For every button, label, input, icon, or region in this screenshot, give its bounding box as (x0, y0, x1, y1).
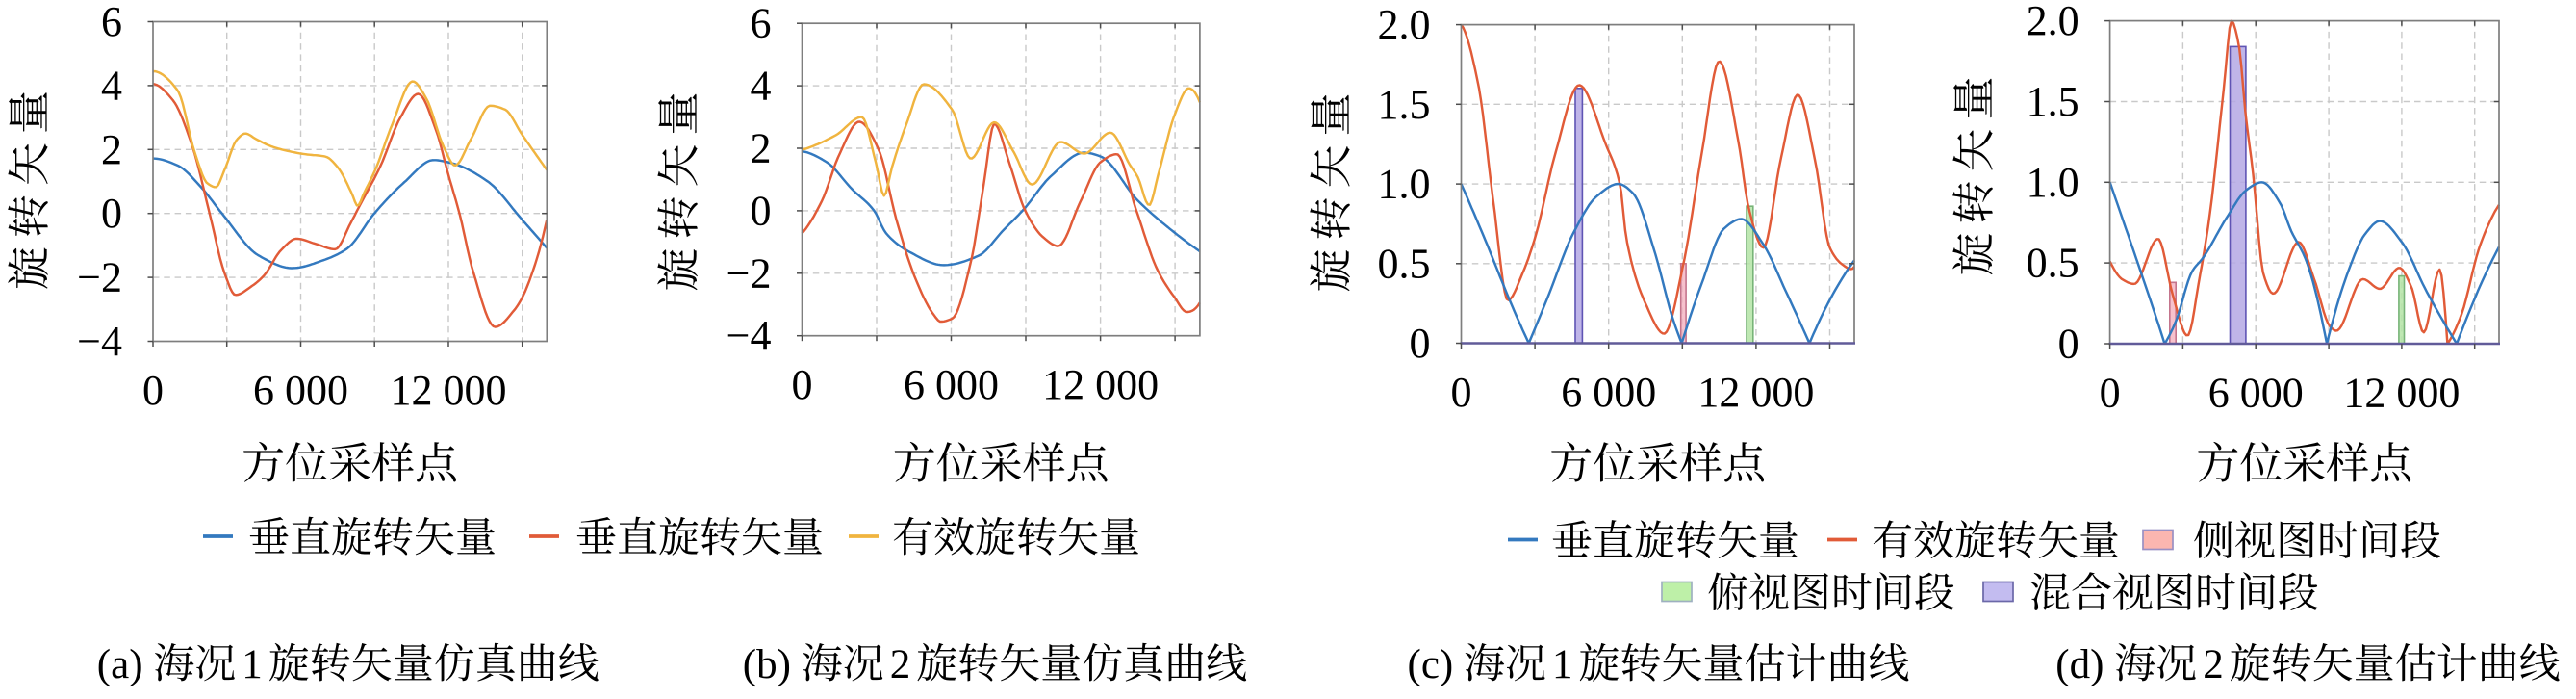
svg-text:2: 2 (890, 642, 911, 687)
svg-text:6 000: 6 000 (2208, 370, 2304, 417)
svg-text:1.5: 1.5 (1378, 81, 1431, 128)
svg-text:2.0: 2.0 (1378, 1, 1431, 48)
svg-text:12 000: 12 000 (391, 367, 507, 414)
svg-text:6 000: 6 000 (253, 367, 348, 414)
svg-text:4: 4 (751, 63, 772, 110)
svg-text:0: 0 (101, 190, 122, 237)
svg-text:(b): (b) (743, 642, 802, 687)
svg-text:1.5: 1.5 (2027, 78, 2079, 125)
svg-text:0: 0 (1451, 369, 1472, 416)
svg-text:2.0: 2.0 (2027, 0, 2079, 44)
svg-text:6: 6 (101, 0, 122, 45)
svg-text:1.0: 1.0 (2027, 159, 2079, 206)
svg-text:−2: −2 (77, 254, 122, 301)
svg-text:−4: −4 (727, 312, 772, 359)
svg-text:0: 0 (142, 367, 164, 414)
svg-text:4: 4 (101, 62, 122, 109)
svg-text:(d): (d) (2055, 642, 2114, 687)
svg-text:0: 0 (1410, 320, 1431, 367)
svg-text:6: 6 (751, 0, 772, 47)
svg-text:0: 0 (2100, 370, 2121, 417)
svg-text:12 000: 12 000 (2343, 370, 2460, 417)
svg-text:0: 0 (751, 187, 772, 234)
svg-text:−2: −2 (727, 249, 772, 297)
svg-text:(a): (a) (97, 642, 153, 687)
svg-text:−4: −4 (77, 318, 122, 365)
svg-text:2: 2 (101, 126, 122, 173)
svg-text:1: 1 (242, 642, 262, 687)
svg-text:12 000: 12 000 (1042, 361, 1159, 408)
svg-text:(c): (c) (1408, 642, 1464, 687)
svg-text:2: 2 (751, 125, 772, 172)
svg-text:1: 1 (1552, 642, 1573, 687)
svg-text:1.0: 1.0 (1378, 161, 1431, 208)
svg-text:6 000: 6 000 (904, 361, 999, 408)
svg-text:0.5: 0.5 (2027, 240, 2079, 287)
svg-text:0: 0 (2058, 321, 2079, 368)
svg-text:0.5: 0.5 (1378, 240, 1431, 287)
svg-text:6 000: 6 000 (1561, 369, 1656, 416)
svg-text:0: 0 (792, 361, 813, 408)
svg-text:2: 2 (2203, 642, 2224, 687)
svg-text:12 000: 12 000 (1697, 369, 1814, 416)
